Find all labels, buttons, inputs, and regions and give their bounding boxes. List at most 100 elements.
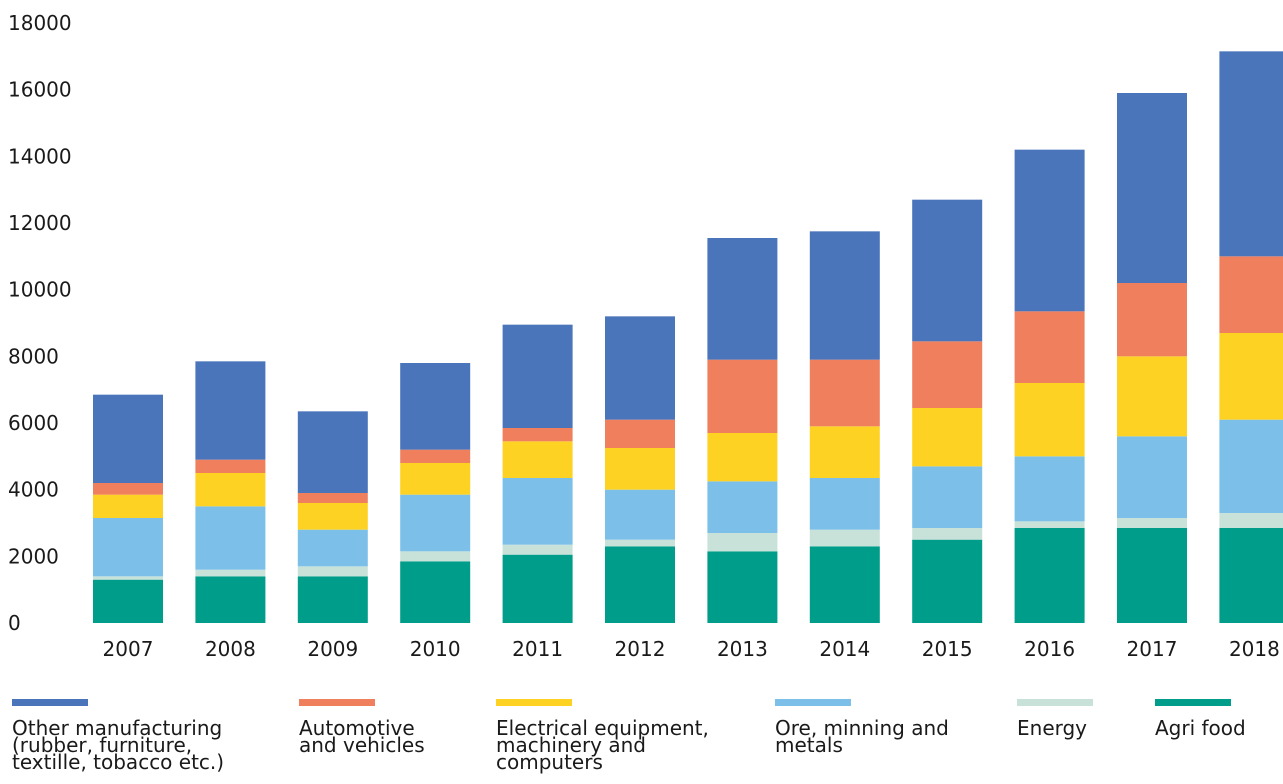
bar-segment-automotive-and-2018 [1219,256,1283,333]
bar-segment-other-manufacturing-2011 [502,324,573,428]
bar-segment-electrical-equipment-2015 [912,408,983,467]
bar-segment-energy-2016 [1014,521,1085,528]
bar-segment-automotive-and-2017 [1117,283,1187,357]
y-tick-label: 8000 [8,344,59,368]
legend: Other manufacturing (rubber, furniture, … [0,699,1283,784]
bar-segment-automotive-and-2015 [912,341,983,408]
bar-segment-automotive-and-2016 [1014,311,1085,383]
legend-swatch-other-manufacturing [12,699,88,706]
bar-segment-agri-food-2014 [809,546,880,623]
bar-segment-energy-2008 [195,569,266,577]
y-tick-label: 0 [8,611,21,635]
x-tick-label: 2009 [307,637,358,661]
bar-segment-ore-minning-2018 [1219,419,1283,513]
legend-swatch-energy [1017,699,1093,706]
bar-segment-agri-food-2010 [400,561,471,623]
stacked-bar-chart: 0 2000 4000 6000 8000 10000 12000 14000 16000 180… [8,11,1283,661]
bar-segment-electrical-equipment-2007 [93,494,163,518]
legend-item-ore-mining-metals: Ore, minning and metals [775,699,949,757]
bar-segment-ore-minning-2017 [1117,436,1187,518]
bar-segment-automotive-and-2009 [297,493,368,503]
legend-swatch-electrical-equipment [496,699,572,706]
bar-segment-agri-food-2009 [297,576,368,623]
x-tick-label: 2011 [512,637,563,661]
y-axis-ticks: 0 2000 4000 6000 8000 10000 12000 14000 16000 180… [8,11,72,635]
bar-segment-automotive-and-2010 [400,449,471,463]
bar-segment-agri-food-2008 [195,576,266,623]
bar-segment-other-manufacturing-2013 [707,238,778,360]
bar-segment-energy-2012 [605,539,675,547]
bar-segment-energy-2017 [1117,518,1187,528]
bar-segment-electrical-equipment-2016 [1014,383,1085,457]
bar-segment-automotive-and-2011 [502,428,573,442]
bar-segment-other-manufacturing-2007 [93,394,163,483]
y-tick-label: 12000 [8,211,72,235]
legend-swatch-ore-mining-metals [775,699,851,706]
legend-swatch-agri-food [1155,699,1231,706]
bar-segment-ore-minning-2011 [502,478,573,545]
x-tick-label: 2013 [717,637,768,661]
bar-segment-agri-food-2012 [605,546,675,623]
bar-segment-energy-2015 [912,528,983,540]
bar-segment-agri-food-2016 [1014,528,1085,623]
bar-segment-energy-2009 [297,566,368,577]
x-tick-label: 2016 [1024,637,1075,661]
bar-segment-automotive-and-2013 [707,359,778,433]
bar-segment-agri-food-2017 [1117,528,1187,623]
bar-segment-other-manufacturing-2016 [1014,149,1085,312]
x-tick-label: 2018 [1229,637,1280,661]
bar-segment-ore-minning-2012 [605,489,675,540]
bar-segment-energy-2011 [502,544,573,555]
x-tick-label: 2007 [103,637,154,661]
bar-segment-ore-minning-2013 [707,481,778,533]
legend-label-energy: Energy [1017,716,1088,740]
bar-segment-energy-2018 [1219,513,1283,528]
y-tick-label: 10000 [8,278,72,302]
legend-item-other-manufacturing: Other manufacturing (rubber, furniture, … [12,699,225,774]
legend-item-electrical-equipment: Electrical equipment, machinery and comp… [496,699,709,774]
legend-item-agri-food: Agri food [1155,699,1246,740]
bar-segment-agri-food-2007 [93,579,163,623]
legend-label-automotive: Automotive and vehicles [299,716,425,757]
bar-segment-other-manufacturing-2014 [809,231,880,360]
bar-segment-electrical-equipment-2014 [809,426,880,478]
legend-label-other-manufacturing: Other manufacturing (rubber, furniture, … [12,716,225,774]
bar-segment-energy-2007 [93,576,163,580]
legend-label-electrical-equipment: Electrical equipment, machinery and comp… [496,716,709,774]
bar-segment-ore-minning-2015 [912,466,983,528]
bar-segment-other-manufacturing-2015 [912,199,983,342]
legend-label-ore-mining-metals: Ore, minning and metals [775,716,949,757]
bar-segment-automotive-and-2007 [93,483,163,495]
legend-label-agri-food: Agri food [1155,716,1246,740]
x-tick-label: 2010 [410,637,461,661]
bar-segment-electrical-equipment-2017 [1117,356,1187,437]
bar-segment-other-manufacturing-2018 [1219,51,1283,257]
bar-segment-other-manufacturing-2009 [297,411,368,493]
bar-segment-electrical-equipment-2013 [707,433,778,482]
bar-stacks [93,51,1283,623]
bar-segment-agri-food-2015 [912,539,983,623]
bar-segment-electrical-equipment-2008 [195,473,266,507]
x-tick-label: 2014 [819,637,870,661]
legend-swatch-automotive [299,699,375,706]
x-axis-ticks: 2007 2008 2009 2010 2011 2012 2013 2014 2015 2016… [103,637,1280,661]
bar-segment-other-manufacturing-2008 [195,361,266,460]
legend-item-energy: Energy [1017,699,1093,740]
bar-segment-energy-2014 [809,529,880,547]
bar-segment-ore-minning-2014 [809,478,880,530]
bar-segment-agri-food-2018 [1219,528,1283,623]
bar-segment-energy-2013 [707,533,778,552]
y-tick-label: 6000 [8,411,59,435]
legend-item-automotive: Automotive and vehicles [299,699,425,757]
bar-segment-other-manufacturing-2010 [400,363,471,450]
bar-segment-automotive-and-2008 [195,459,266,473]
bar-segment-ore-minning-2008 [195,506,266,570]
bar-segment-other-manufacturing-2012 [605,316,675,420]
bar-segment-electrical-equipment-2011 [502,441,573,478]
x-tick-label: 2015 [922,637,973,661]
y-tick-label: 16000 [8,78,72,102]
x-tick-label: 2012 [615,637,666,661]
y-tick-label: 4000 [8,478,59,502]
bar-segment-other-manufacturing-2017 [1117,93,1187,283]
bar-segment-automotive-and-2014 [809,359,880,427]
